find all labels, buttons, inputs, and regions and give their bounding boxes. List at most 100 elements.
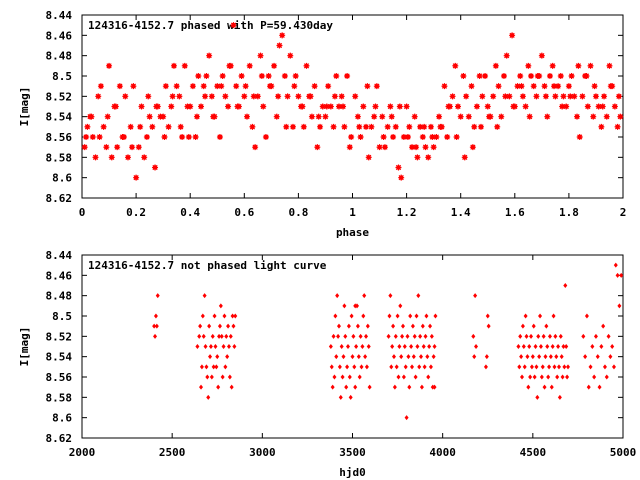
data-point [477,123,484,130]
data-point [337,364,342,370]
data-point [224,333,229,339]
data-point [411,113,418,120]
data-point [610,344,615,349]
data-point [529,333,534,339]
data-point [492,62,499,69]
data-point [289,123,296,130]
data-point [565,83,572,90]
x-tick-label: 1.4 [451,206,471,219]
data-point [257,52,264,59]
x-tick-label: 0.4 [180,206,200,219]
x-tick-label: 4000 [429,446,456,459]
data-point [601,93,608,100]
data-point [555,374,560,380]
data-point [291,83,298,90]
data-point [208,93,215,100]
data-point [275,93,282,100]
data-point [89,134,96,140]
data-point [521,344,526,349]
data-point [409,344,414,349]
y-tick-label: 8.48 [46,290,73,303]
data-point [92,154,99,161]
data-point [359,364,364,370]
data-point [222,313,227,319]
data-point [433,313,438,319]
data-point [416,293,421,299]
data-point [212,313,217,319]
data-point [216,134,223,140]
data-point [555,83,562,90]
data-point [218,303,223,309]
data-point [284,93,291,100]
data-point [485,313,490,319]
data-point [520,374,525,380]
data-point [441,83,448,90]
data-point [96,134,103,140]
data-point [514,83,521,90]
data-point [545,344,550,349]
data-point [461,154,468,161]
x-tick-label: 2 [620,206,627,219]
data-point [130,83,137,90]
data-point [556,344,561,349]
data-point [500,73,507,79]
data-point [602,364,607,370]
data-point [528,374,533,380]
data-point [360,344,365,349]
data-point [217,333,222,339]
data-point [611,364,616,370]
data-point [295,93,302,100]
data-point [544,113,551,120]
data-point [258,73,265,79]
data-point [546,73,553,79]
y-tick-label: 8.58 [46,151,73,164]
data-point [432,344,437,349]
data-point [394,364,399,370]
data-point [583,73,590,79]
data-point [353,384,358,390]
data-point [536,333,541,339]
data-point [560,374,565,380]
data-point [104,113,111,120]
data-point [391,323,396,329]
data-point [399,354,404,360]
data-point [342,303,347,309]
data-point [219,333,224,339]
data-point [479,93,486,100]
data-point [292,73,299,79]
data-point [608,354,613,360]
data-point [415,344,420,349]
data-point [463,93,470,100]
data-point [410,323,415,329]
data-point [84,123,91,130]
data-point [241,93,248,100]
data-point [526,113,533,120]
data-point [154,323,159,329]
data-point [210,333,215,339]
data-point [404,415,409,421]
data-point [552,93,559,100]
data-point [177,123,184,130]
data-point [189,83,196,90]
data-point [225,354,230,360]
data-point [530,83,537,90]
data-point [549,62,556,69]
data-point [474,344,479,349]
data-point [202,293,207,299]
data-point [315,113,322,120]
data-point [396,103,403,110]
y-tick-label: 8.54 [46,351,73,364]
data-point [357,134,364,140]
data-point [404,134,411,140]
data-point [526,384,531,390]
data-point [265,73,272,79]
data-point [510,103,517,110]
data-point [484,354,489,360]
data-point [108,154,115,161]
data-point [210,113,217,120]
data-point [81,144,88,151]
data-point [389,364,394,370]
data-point [427,344,432,349]
data-point [422,144,429,151]
data-point [517,364,522,370]
